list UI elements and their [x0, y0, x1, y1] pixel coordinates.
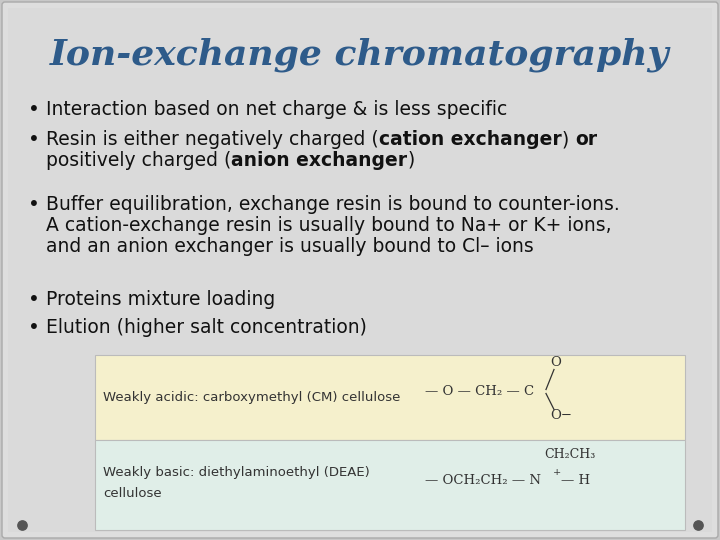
Text: CH₂CH₃: CH₂CH₃ [544, 449, 595, 462]
Text: Ion-exchange chromatography: Ion-exchange chromatography [50, 38, 670, 72]
Text: Proteins mixture loading: Proteins mixture loading [46, 290, 275, 309]
Text: or: or [575, 130, 597, 149]
Point [17, 521, 28, 529]
Text: Weakly acidic: carboxymethyl (CM) cellulose: Weakly acidic: carboxymethyl (CM) cellul… [103, 391, 400, 404]
Text: •: • [28, 100, 40, 119]
Text: Weakly basic: diethylaminoethyl (DEAE): Weakly basic: diethylaminoethyl (DEAE) [103, 466, 370, 479]
Text: — OCH₂CH₂ — N: — OCH₂CH₂ — N [425, 474, 541, 487]
Text: and an anion exchanger is usually bound to Cl– ions: and an anion exchanger is usually bound … [46, 237, 534, 256]
Text: •: • [28, 195, 40, 214]
Text: •: • [28, 130, 40, 149]
Text: positively charged (: positively charged ( [46, 151, 231, 170]
Text: O−: O− [550, 409, 572, 422]
Text: +: + [553, 468, 562, 477]
FancyBboxPatch shape [8, 8, 712, 532]
Text: cation exchanger: cation exchanger [379, 130, 562, 149]
FancyBboxPatch shape [95, 440, 685, 530]
Text: anion exchanger: anion exchanger [231, 151, 408, 170]
Text: •: • [28, 318, 40, 337]
Point [692, 521, 703, 529]
Text: Interaction based on net charge & is less specific: Interaction based on net charge & is les… [46, 100, 508, 119]
Text: Elution (higher salt concentration): Elution (higher salt concentration) [46, 318, 367, 337]
Text: ): ) [408, 151, 415, 170]
Text: Buffer equilibration, exchange resin is bound to counter-ions.: Buffer equilibration, exchange resin is … [46, 195, 620, 214]
FancyBboxPatch shape [95, 355, 685, 440]
Text: cellulose: cellulose [103, 487, 161, 500]
Text: ): ) [562, 130, 575, 149]
Text: — O — CH₂ — C: — O — CH₂ — C [425, 385, 534, 398]
Text: Resin is either negatively charged (: Resin is either negatively charged ( [46, 130, 379, 149]
Text: •: • [28, 290, 40, 309]
Text: A cation-exchange resin is usually bound to Na+ or K+ ions,: A cation-exchange resin is usually bound… [46, 216, 611, 235]
Text: — H: — H [561, 474, 590, 487]
Text: O: O [550, 356, 561, 369]
